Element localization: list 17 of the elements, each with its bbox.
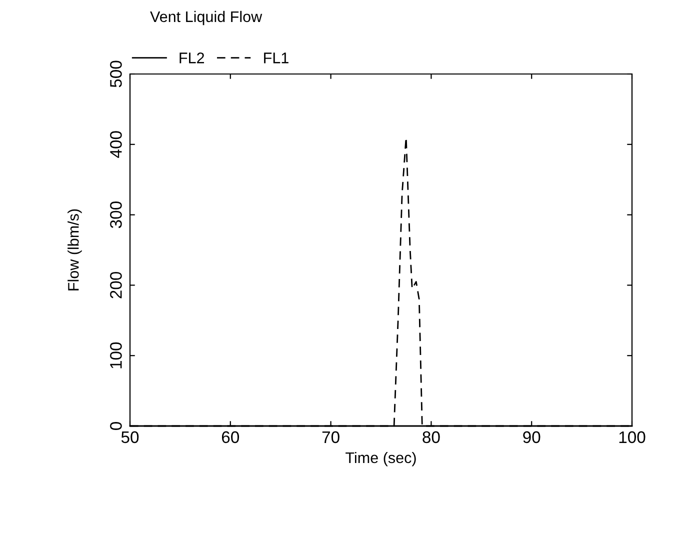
x-tick-label: 90 <box>523 431 540 444</box>
y-tick-label: 200 <box>110 272 122 298</box>
chart-title: Vent Liquid Flow <box>150 10 262 26</box>
y-tick-label: 500 <box>110 60 122 88</box>
x-tick-label: 100 <box>619 431 646 444</box>
x-tick-label: 50 <box>121 431 139 444</box>
y-tick-label: 0 <box>110 422 122 430</box>
y-tick-label: 300 <box>110 202 122 228</box>
y-axis-title: Flow (lbm/s) <box>68 209 82 290</box>
y-tick-label: 400 <box>110 131 122 158</box>
legend-label: FL2 <box>180 52 204 64</box>
x-tick-label: 80 <box>422 431 440 444</box>
y-tick-label: 100 <box>110 342 122 368</box>
x-tick-label: 60 <box>222 431 240 444</box>
legend-label: FL1 <box>264 52 288 64</box>
x-axis-title: Time (sec) <box>346 452 416 466</box>
x-tick-label: 70 <box>322 431 340 444</box>
